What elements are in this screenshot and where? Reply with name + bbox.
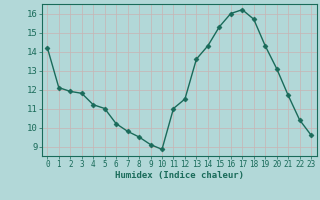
X-axis label: Humidex (Indice chaleur): Humidex (Indice chaleur) [115, 171, 244, 180]
